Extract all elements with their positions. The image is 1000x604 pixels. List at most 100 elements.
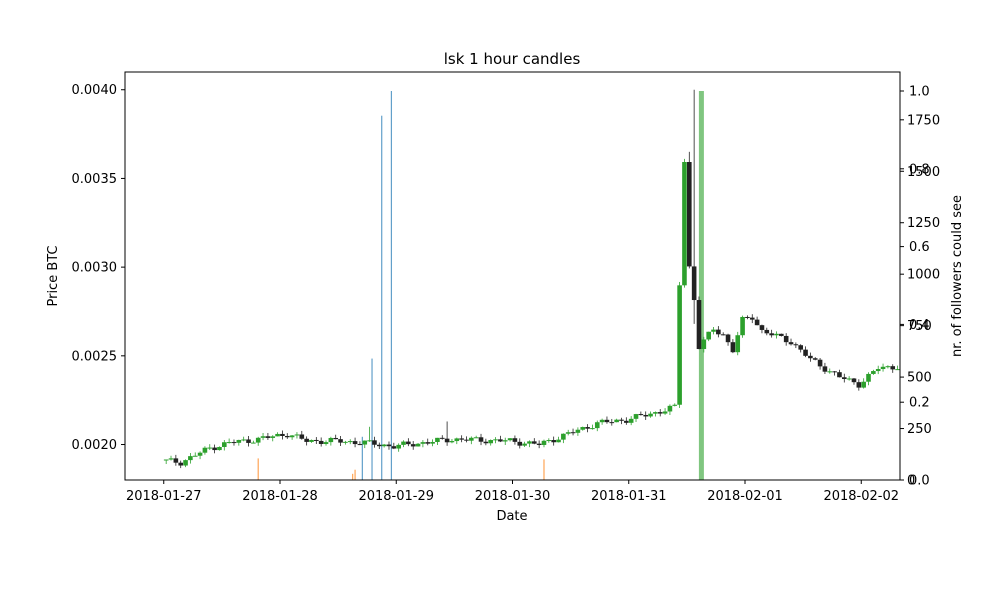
candle-body	[774, 333, 779, 336]
candle-body	[764, 329, 770, 334]
candle-body	[275, 433, 280, 437]
y-tick-label: 0.0035	[72, 172, 118, 187]
candle-body	[236, 439, 242, 443]
candle-body	[711, 329, 716, 332]
candle-body	[599, 419, 605, 423]
candle-body	[556, 439, 561, 443]
candle-body	[740, 316, 745, 336]
x-tick-label: 2018-02-02	[823, 489, 899, 504]
candle-body	[803, 349, 808, 356]
candle-body	[527, 441, 532, 444]
candle-body	[686, 162, 692, 267]
candle-body	[546, 440, 552, 442]
candle-body	[648, 413, 653, 417]
candle-body	[841, 377, 847, 380]
right-tick-followers-label: 1750	[907, 113, 940, 128]
x-tick-label: 2018-02-01	[707, 489, 783, 504]
candle-body	[207, 447, 213, 449]
candle-body	[701, 339, 707, 350]
candle-body	[643, 414, 649, 417]
candle-body	[493, 439, 498, 441]
y-tick-label: 0.0020	[72, 438, 118, 453]
candle-body	[716, 329, 721, 335]
candle-body	[885, 366, 891, 368]
candle-body	[624, 420, 629, 423]
candle-body	[241, 439, 246, 441]
candle-body	[653, 412, 658, 414]
candle-body	[895, 369, 900, 371]
candle-body	[725, 334, 731, 343]
candle-body	[197, 452, 203, 456]
candle-body	[875, 369, 881, 372]
candle-body	[580, 427, 586, 430]
candle-body	[183, 460, 188, 466]
candle-body	[231, 442, 237, 444]
candle-body	[410, 444, 416, 447]
candle-body	[575, 429, 581, 433]
x-tick-label: 2018-01-30	[475, 489, 551, 504]
candle-body	[498, 439, 503, 442]
candle-body	[396, 444, 401, 449]
right-tick-followers-label: 0	[907, 474, 915, 489]
candle-body	[793, 344, 799, 346]
candle-body	[270, 436, 276, 438]
candle-body	[832, 371, 837, 373]
right-tick-fraction-label: 0.6	[909, 240, 930, 255]
y-tick-label: 0.0040	[72, 83, 118, 98]
candle-body	[585, 427, 590, 429]
candle-body	[779, 333, 784, 336]
candle-body	[454, 438, 460, 442]
candle-body	[420, 442, 426, 444]
candle-body	[880, 366, 886, 370]
candle-body	[439, 437, 445, 439]
followers-bar	[390, 91, 393, 480]
candle-body	[260, 436, 266, 438]
candle-body	[662, 411, 668, 414]
candle-body	[754, 319, 760, 326]
candle-body	[464, 439, 469, 441]
candle-body	[168, 458, 174, 460]
followers-bar	[354, 469, 356, 480]
candle-body	[604, 419, 610, 423]
candle-body	[507, 438, 513, 441]
candle-body	[415, 443, 421, 447]
candle-body	[469, 437, 474, 441]
candle-body	[851, 378, 857, 383]
candle-body	[265, 436, 271, 438]
x-tick-label: 2018-01-28	[242, 489, 318, 504]
chart-title: lsk 1 hour candles	[444, 50, 581, 68]
candle-body	[284, 435, 290, 438]
followers-bar	[352, 473, 354, 480]
candle-body	[706, 331, 711, 340]
candle-body	[318, 440, 324, 444]
candle-body	[541, 440, 547, 445]
candle-body	[391, 446, 397, 449]
candle-body	[406, 441, 411, 445]
y-tick-label: 0.0030	[72, 261, 118, 276]
candle-body	[846, 378, 852, 380]
candle-body	[817, 359, 823, 367]
right-tick-fraction-label: 0.0	[909, 474, 930, 489]
candle-body	[667, 405, 673, 412]
candle-body	[178, 462, 184, 466]
candle-body	[246, 439, 251, 443]
x-axis-label: Date	[496, 509, 527, 524]
candle-body	[333, 437, 339, 440]
x-tick-label: 2018-01-27	[126, 489, 202, 504]
candle-body	[280, 433, 285, 436]
fraction-bar	[698, 91, 704, 480]
candle-body	[343, 441, 348, 443]
candle-body	[367, 440, 372, 442]
candle-body	[827, 371, 833, 373]
candle-body	[299, 434, 305, 439]
followers-bar	[371, 358, 373, 480]
right-tick-fraction-label: 0.4	[909, 318, 930, 333]
candle-body	[551, 440, 556, 443]
candle-body	[788, 342, 794, 345]
candle-body	[808, 355, 813, 359]
candle-body	[536, 443, 542, 445]
right-axis-label: nr. of followers could see	[950, 195, 965, 357]
candle-body	[217, 446, 222, 451]
candle-body	[502, 440, 508, 442]
